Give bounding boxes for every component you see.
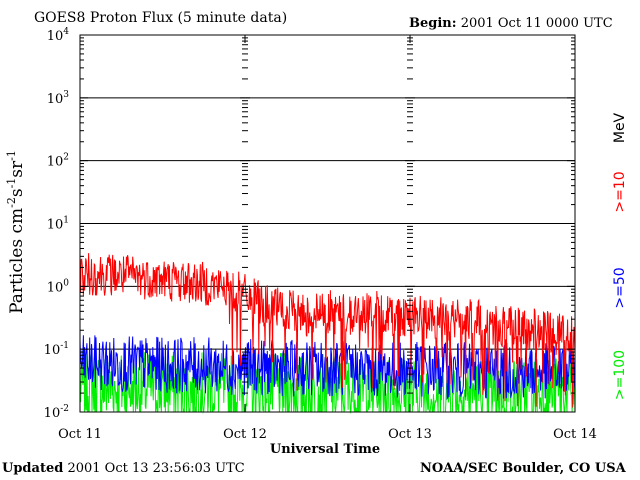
y-axis-label-text: sr bbox=[7, 160, 27, 178]
legend-series-1: >=10 bbox=[612, 171, 628, 212]
begin-value: 2001 Oct 11 0000 UTC bbox=[460, 16, 613, 31]
y-tick-exponent: 3 bbox=[63, 90, 69, 100]
series-lines bbox=[79, 253, 576, 414]
y-axis-label-exponent: -2 bbox=[5, 197, 18, 208]
axes bbox=[79, 34, 576, 413]
y-tick-base: 10 bbox=[47, 29, 64, 44]
series-line-3 bbox=[79, 349, 576, 414]
y-tick-base: 10 bbox=[47, 280, 64, 295]
y-axis-label: Particles cm-2s-1sr-1 bbox=[5, 150, 27, 314]
begin-label: Begin: bbox=[409, 16, 457, 31]
y-tick-exponent: 1 bbox=[63, 216, 69, 226]
y-tick-exponent: 2 bbox=[63, 153, 69, 163]
legend-series-3: >=100 bbox=[612, 350, 628, 400]
updated-info: Updated 2001 Oct 13 23:56:03 UTC bbox=[2, 461, 245, 477]
updated-label: Updated bbox=[2, 461, 64, 476]
x-tick-label: Oct 11 bbox=[58, 427, 102, 442]
y-tick-base: 10 bbox=[47, 92, 64, 107]
x-tick-label: Oct 14 bbox=[553, 427, 597, 442]
y-tick-label: 100 bbox=[47, 278, 70, 295]
y-axis-label-text: Particles cm bbox=[7, 208, 27, 314]
y-tick-base: 10 bbox=[47, 218, 64, 233]
legend-series-2: >=50 bbox=[612, 267, 628, 308]
x-tick-labels: Oct 11 Oct 12 Oct 13 Oct 14 bbox=[58, 427, 597, 442]
series-line-1 bbox=[79, 253, 576, 408]
y-tick-exponent: -2 bbox=[60, 404, 69, 414]
legend: MeV >=10 >=50 >=100 bbox=[612, 112, 628, 400]
begin-info: Begin: 2001 Oct 11 0000 UTC bbox=[409, 16, 613, 32]
series-line-2 bbox=[79, 335, 576, 401]
y-tick-base: 10 bbox=[44, 406, 61, 421]
y-tick-base: 10 bbox=[47, 155, 64, 170]
x-tick-label: Oct 13 bbox=[388, 427, 432, 442]
y-tick-label: 102 bbox=[47, 153, 69, 170]
updated-value: 2001 Oct 13 23:56:03 UTC bbox=[67, 461, 245, 476]
y-tick-label: 10-1 bbox=[44, 341, 69, 358]
x-axis-label: Universal Time bbox=[270, 442, 380, 457]
credit-text: NOAA/SEC Boulder, CO USA bbox=[420, 461, 626, 476]
legend-unit: MeV bbox=[612, 112, 628, 143]
y-tick-label: 104 bbox=[47, 27, 70, 44]
chart-title: GOES8 Proton Flux (5 minute data) bbox=[34, 10, 288, 26]
y-tick-base: 10 bbox=[44, 343, 61, 358]
y-tick-label: 103 bbox=[47, 90, 70, 107]
y-tick-exponent: 0 bbox=[63, 278, 69, 288]
x-tick-label: Oct 12 bbox=[223, 427, 267, 442]
y-axis-label-text: s bbox=[7, 188, 27, 197]
y-axis-label-exponent: -1 bbox=[5, 150, 18, 161]
y-axis-label-exponent: -1 bbox=[5, 178, 18, 189]
y-tick-label: 10-2 bbox=[44, 404, 69, 421]
y-tick-exponent: 4 bbox=[63, 27, 69, 37]
y-tick-exponent: -1 bbox=[60, 341, 69, 351]
y-tick-label: 101 bbox=[47, 216, 69, 233]
